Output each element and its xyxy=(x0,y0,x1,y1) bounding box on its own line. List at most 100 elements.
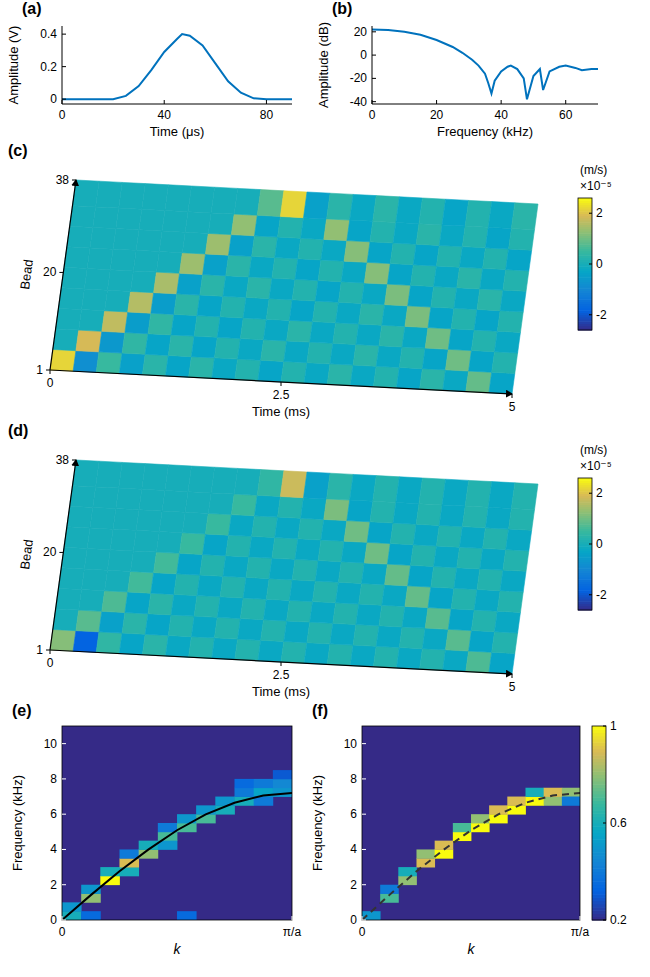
surface-cell xyxy=(443,370,469,392)
colorbar-tick xyxy=(589,594,592,595)
surface-cell xyxy=(116,488,142,510)
heatmap-cell xyxy=(453,823,472,832)
surface-cell xyxy=(238,339,264,361)
y-tick-label: 10 xyxy=(44,737,58,751)
surface-cell xyxy=(434,546,460,568)
heatmap-cell xyxy=(81,911,101,920)
surface-cell xyxy=(313,301,339,323)
surface-cell xyxy=(142,634,168,656)
surface-cell xyxy=(318,540,344,562)
y-tick-label: 1 xyxy=(36,363,43,377)
surface-cell xyxy=(194,316,220,338)
dispersion-curve xyxy=(362,793,580,920)
surface-cell xyxy=(419,478,446,505)
y-tick xyxy=(372,55,376,56)
surface-cell xyxy=(234,188,261,215)
x-tick-label: π/a xyxy=(283,925,302,939)
surface-cell xyxy=(70,486,96,508)
surface-cell xyxy=(327,473,354,500)
x-tick xyxy=(281,382,282,386)
surface-cell xyxy=(215,617,241,639)
surface-cell xyxy=(364,262,390,284)
surface-cell xyxy=(419,198,446,225)
x-axis-title: Time (ms) xyxy=(252,684,310,699)
y-axis-title: Amplitude (V) xyxy=(6,26,21,105)
surface-cell xyxy=(223,556,249,578)
x-tick xyxy=(362,916,363,920)
surface-cell xyxy=(489,652,515,674)
colorbar-tick-label: -2 xyxy=(596,308,607,322)
surface-cell xyxy=(73,631,99,653)
surface-cell xyxy=(99,611,125,633)
surface-cell xyxy=(408,285,434,307)
surface-cell xyxy=(159,231,185,253)
surface-cell xyxy=(142,184,169,211)
surface-cell xyxy=(428,307,454,329)
y-axis xyxy=(372,26,373,104)
heatmap-cell xyxy=(273,779,292,788)
x-tick xyxy=(501,100,502,104)
surface-cell xyxy=(376,626,402,648)
surface-cell xyxy=(177,273,203,295)
surface-cell xyxy=(385,564,411,586)
surface-cell xyxy=(315,281,341,303)
surface-cell xyxy=(162,490,188,512)
surface-cell xyxy=(154,272,180,294)
y-axis-title: Amplitude (dB) xyxy=(316,22,331,108)
y-tick-label: 6 xyxy=(350,807,357,821)
surface-cell xyxy=(492,352,518,374)
y-tick-label: 2 xyxy=(350,878,357,892)
surface-cell xyxy=(182,512,208,534)
surface-cell xyxy=(136,510,162,532)
surface-cell xyxy=(269,558,295,580)
heatmap-cell xyxy=(380,885,399,894)
surface-cell xyxy=(229,515,255,537)
colorbar-step xyxy=(592,726,606,730)
surface-cell xyxy=(79,310,105,332)
surface-cell xyxy=(105,570,131,592)
surface-cell xyxy=(495,611,521,633)
surface-cell xyxy=(131,551,157,573)
surface-cell xyxy=(220,576,246,598)
surface-cell xyxy=(119,462,146,489)
surface-cell xyxy=(451,308,477,330)
surface-cell xyxy=(495,331,521,353)
surface-cell xyxy=(96,632,122,654)
surface-cell xyxy=(166,355,192,377)
surface-cell xyxy=(362,283,388,305)
surface-cell xyxy=(462,226,488,248)
surface-cell xyxy=(281,641,307,663)
surface-cell xyxy=(246,277,272,299)
surface-cell xyxy=(231,494,257,516)
surface-cell xyxy=(90,227,116,249)
surface-cell xyxy=(197,575,223,597)
surface-cell xyxy=(413,524,439,546)
y-tick-label: -20 xyxy=(350,71,368,85)
surface-cell xyxy=(399,347,425,369)
y-tick-label: 1 xyxy=(36,643,43,657)
surface-cell xyxy=(413,244,439,266)
surface-cell xyxy=(385,284,411,306)
surface-cell xyxy=(387,264,413,286)
colorbar-tick xyxy=(603,823,606,824)
surface-cell xyxy=(465,200,492,227)
surface-cell xyxy=(266,299,292,321)
surface-cell xyxy=(96,352,122,374)
surface-cell xyxy=(483,248,509,270)
surface-cell xyxy=(208,493,234,515)
surface-cell xyxy=(174,574,200,596)
surface-cell xyxy=(428,587,454,609)
figure: 0408000.20.4Time (μs)Amplitude (V)(a)020… xyxy=(0,0,650,977)
surface-cell xyxy=(324,499,350,521)
y-tick xyxy=(62,814,66,815)
surface-cell xyxy=(235,359,261,381)
surface-cell xyxy=(324,219,350,241)
surface-cell xyxy=(280,191,307,218)
surface-cell xyxy=(113,229,139,251)
surface-cell xyxy=(376,346,402,368)
x-axis xyxy=(372,104,598,105)
surface-cell xyxy=(442,199,469,226)
surface-cell xyxy=(503,270,529,292)
surface-cell xyxy=(469,631,495,653)
x-tick-label: 5 xyxy=(509,400,516,414)
